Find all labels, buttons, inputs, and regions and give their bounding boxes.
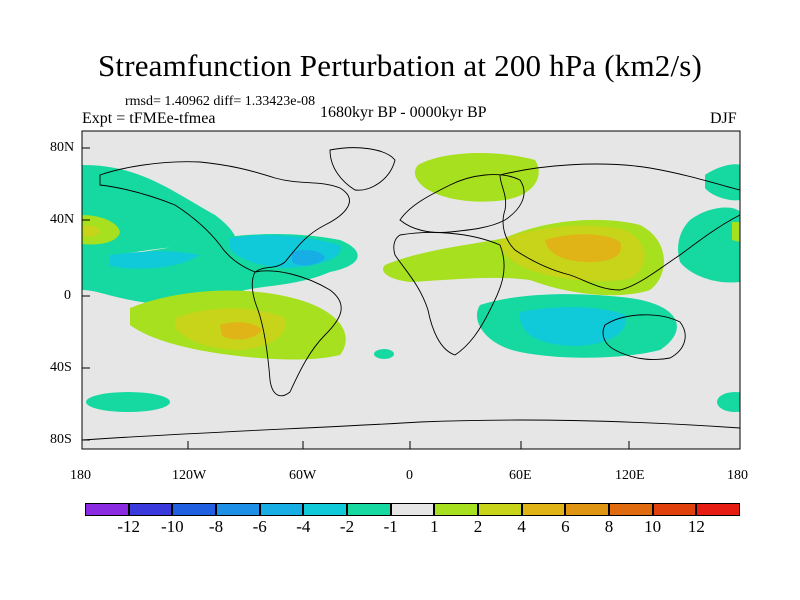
coast-antarctica bbox=[82, 419, 740, 441]
colorbar-swatch bbox=[478, 503, 522, 516]
lat-tick-80n: 80N bbox=[50, 140, 75, 155]
contour-green-europe bbox=[414, 153, 539, 202]
lat-tick-40s: 40S bbox=[50, 360, 72, 375]
colorbar-swatch bbox=[434, 503, 478, 516]
colorbar-swatch bbox=[521, 503, 566, 516]
colorbar-swatch bbox=[303, 503, 347, 516]
lon-tick-0: 0 bbox=[406, 468, 413, 483]
experiment-label: Expt = tFMEe-tfmea bbox=[82, 110, 216, 127]
contour-cyan-indian bbox=[519, 307, 626, 346]
colorbar-label: 12 bbox=[687, 517, 705, 536]
coastlines bbox=[82, 147, 740, 441]
contour-green-npac bbox=[82, 165, 238, 262]
contour-green-arctic-east bbox=[705, 164, 740, 201]
contour-green-satl bbox=[374, 349, 394, 359]
colorbar-label: -1 bbox=[383, 517, 398, 536]
map-title: Streamfunction Perturbation at 200 hPa (… bbox=[97, 48, 703, 83]
colorbar-label: -6 bbox=[252, 517, 267, 536]
colorbar-label: 1 bbox=[430, 517, 439, 536]
colorbar-label: 6 bbox=[561, 517, 570, 536]
colorbar-swatch bbox=[652, 503, 697, 516]
coast-europe bbox=[399, 174, 525, 233]
coast-australia bbox=[602, 314, 686, 361]
contour-field bbox=[82, 131, 740, 449]
colorbar-label: -12 bbox=[117, 517, 140, 536]
colorbar-label: 8 bbox=[604, 517, 614, 536]
colorbar-label: -2 bbox=[339, 517, 355, 536]
lon-tick-60w: 60W bbox=[289, 468, 317, 483]
period-label: 1680kyr BP - 0000kyr BP bbox=[320, 104, 487, 121]
colorbar-swatch bbox=[128, 503, 173, 516]
lat-tick-40n: 40N bbox=[50, 212, 75, 227]
colorbar-swatch bbox=[347, 503, 391, 516]
lon-tick-180w: 180 bbox=[70, 468, 91, 483]
lon-tick-60e: 60E bbox=[509, 468, 532, 483]
axis-ticks bbox=[82, 147, 630, 449]
colorbar-swatch bbox=[609, 503, 653, 516]
contour-orange-asia bbox=[545, 234, 622, 262]
coast-south-america bbox=[251, 270, 342, 397]
colorbar-swatch bbox=[85, 503, 129, 516]
lat-tick-0: 0 bbox=[64, 288, 71, 303]
contour-yellow-wpac bbox=[732, 222, 740, 242]
lon-tick-180e: 180 bbox=[727, 468, 748, 483]
colorbar-swatch bbox=[696, 503, 740, 516]
coast-asia bbox=[499, 163, 740, 291]
coast-north-america bbox=[99, 161, 350, 273]
colorbar-label: 10 bbox=[644, 517, 662, 536]
colorbar-swatch bbox=[565, 503, 609, 516]
contour-green-wpac bbox=[678, 207, 740, 283]
contour-green-soc-east bbox=[717, 392, 740, 412]
contour-orange-spac bbox=[220, 322, 262, 340]
coast-greenland bbox=[329, 147, 396, 191]
stats-text: rmsd= 1.40962 diff= 1.33423e-08 bbox=[125, 94, 316, 109]
contour-cyan-epac bbox=[110, 251, 200, 269]
coast-africa bbox=[393, 232, 505, 356]
colorbar-label: -4 bbox=[296, 517, 311, 536]
lon-tick-120e: 120E bbox=[615, 468, 645, 483]
contour-yellow-npac bbox=[82, 215, 120, 245]
contour-blue-carib bbox=[292, 250, 325, 266]
colorbar-swatch bbox=[390, 503, 435, 516]
lat-tick-80s: 80S bbox=[50, 432, 72, 447]
colorbar-label: 4 bbox=[517, 517, 526, 536]
contour-green-soc-west bbox=[86, 392, 170, 412]
colorbar-label: -8 bbox=[208, 517, 224, 536]
lon-tick-120w: 120W bbox=[172, 468, 207, 483]
colorbar-label: -10 bbox=[160, 517, 184, 536]
colorbar-swatch bbox=[216, 503, 260, 516]
contour-orange-npac bbox=[84, 225, 100, 237]
colorbar-swatch bbox=[172, 503, 216, 516]
colorbar-swatch bbox=[259, 503, 304, 516]
season-label: DJF bbox=[710, 110, 737, 127]
map-frame bbox=[81, 130, 741, 450]
colorbar-label: 2 bbox=[473, 517, 483, 536]
